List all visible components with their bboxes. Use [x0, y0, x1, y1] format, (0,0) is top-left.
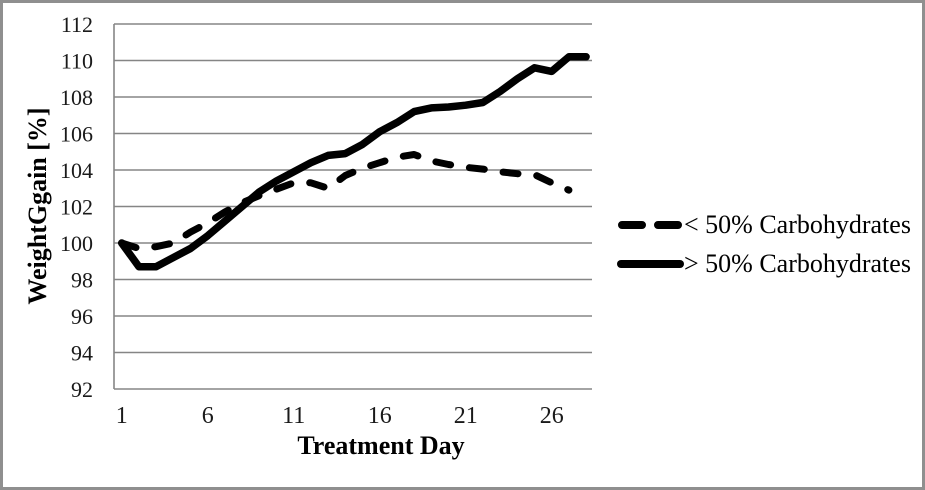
y-axis-title: WeightGgain [%] — [23, 107, 52, 305]
y-tick-label-104: 104 — [60, 158, 93, 183]
y-tick-label-92: 92 — [71, 377, 93, 402]
y-tick-label-102: 102 — [60, 195, 93, 220]
legend: < 50% Carbohydrates > 50% Carbohydrates — [616, 205, 911, 283]
solid-line-marker-icon — [617, 259, 684, 268]
y-tick-label-112: 112 — [61, 12, 93, 37]
legend-label-under-50: < 50% Carbohydrates — [684, 209, 911, 239]
y-tick-label-108: 108 — [60, 85, 93, 110]
legend-item-under-50: < 50% Carbohydrates — [616, 205, 911, 244]
y-tick-label-96: 96 — [71, 304, 93, 329]
x-tick-label-11: 11 — [282, 403, 305, 429]
y-tick-label-106: 106 — [60, 122, 93, 147]
x-tick-label-16: 16 — [368, 403, 392, 429]
y-tick-label-98: 98 — [71, 268, 93, 293]
legend-label-over-50: > 50% Carbohydrates — [684, 248, 911, 278]
y-tick-label-110: 110 — [61, 49, 93, 74]
x-tick-label-21: 21 — [454, 403, 478, 429]
x-tick-label-26: 26 — [540, 403, 564, 429]
y-tick-label-94: 94 — [71, 341, 93, 366]
x-axis-title: Treatment Day — [297, 431, 465, 460]
y-tick-label-100: 100 — [60, 231, 93, 256]
series-line-dashed — [118, 151, 573, 252]
dashed-line-marker-icon — [618, 220, 684, 229]
legend-item-over-50: > 50% Carbohydrates — [616, 244, 911, 283]
x-tick-label-1: 1 — [116, 403, 128, 429]
series-line-solid — [117, 53, 590, 271]
x-tick-label-6: 6 — [202, 403, 214, 429]
